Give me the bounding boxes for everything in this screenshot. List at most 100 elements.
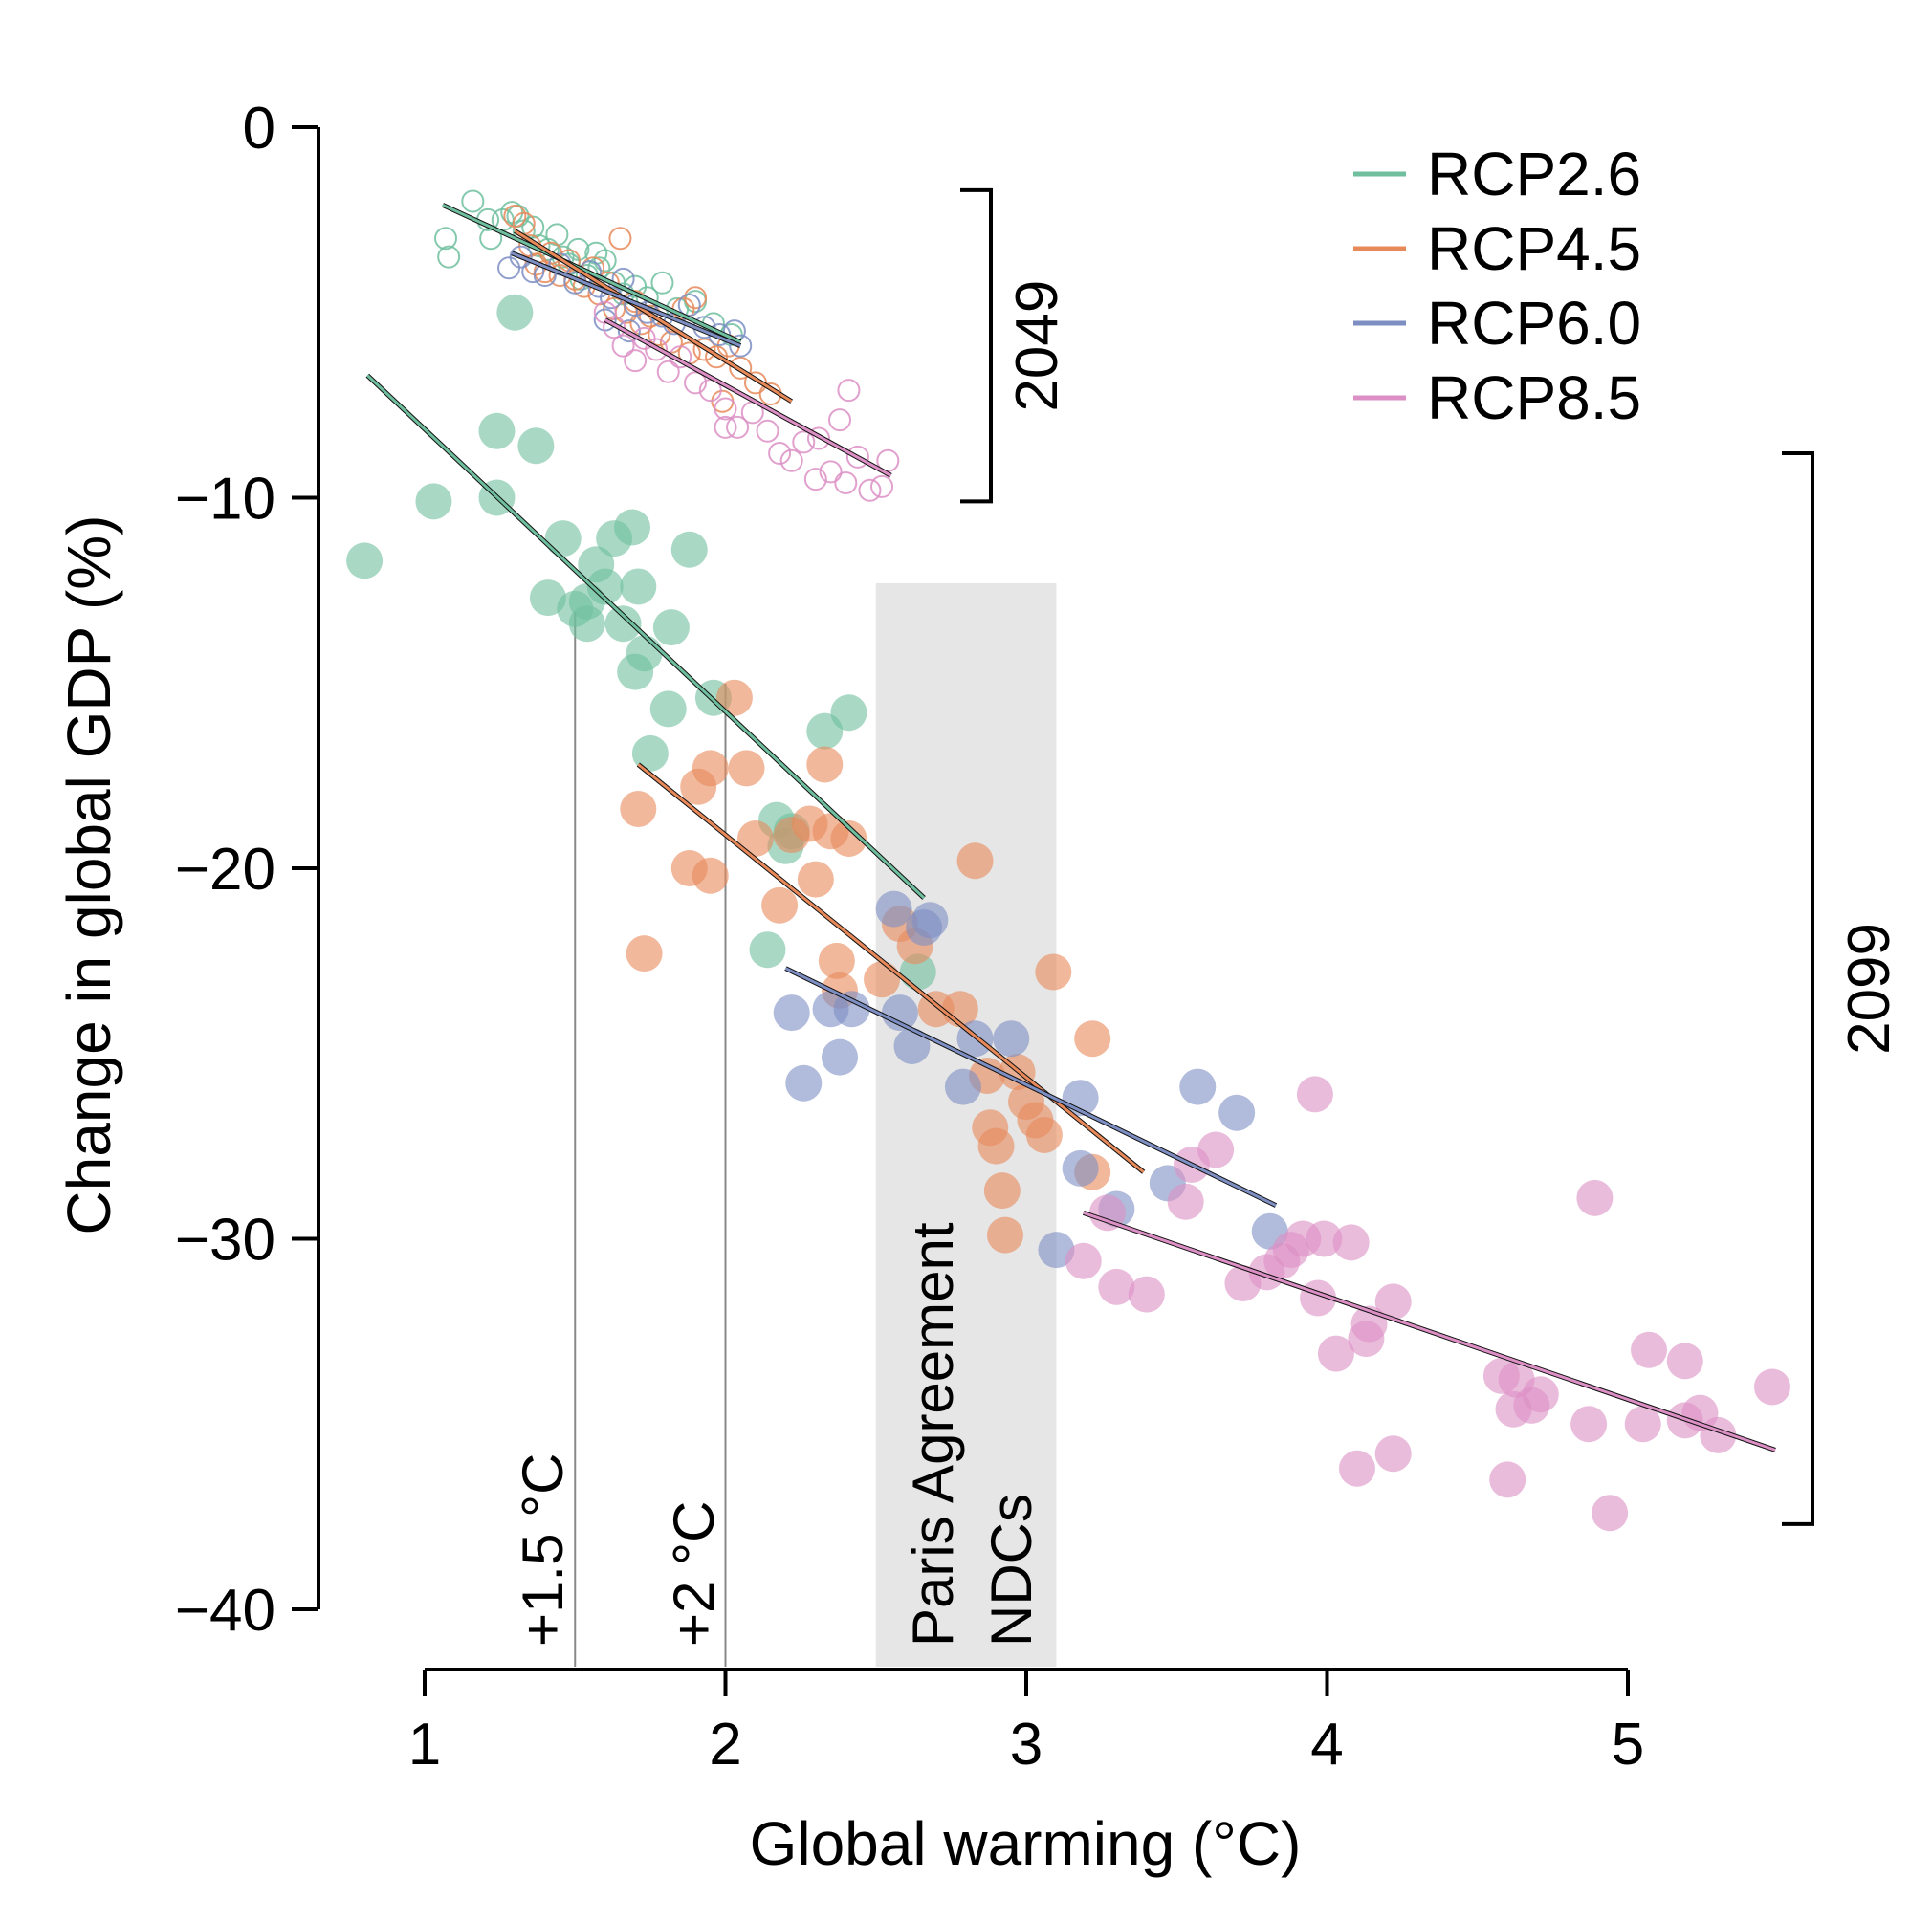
point-2099-rcp60-9: [911, 902, 949, 939]
point-2099-rcp60-18: [1179, 1068, 1217, 1105]
point-2099-rcp85-29: [1576, 1179, 1614, 1216]
point-2099-rcp60-7: [893, 1028, 931, 1064]
point-2099-rcp45-18: [864, 961, 901, 998]
fit-line-2049-rcp45: [514, 229, 793, 404]
point-2049-rcp26-2: [461, 189, 485, 213]
point-2049-rcp45-23: [692, 338, 716, 361]
point-2049-rcp85-13: [756, 419, 779, 443]
point-2099-rcp26-12: [586, 568, 624, 605]
point-2049-rcp26-0: [434, 227, 458, 251]
point-2049-rcp85-3: [624, 349, 648, 373]
point-2099-rcp26-14: [604, 605, 642, 643]
point-2099-rcp85-0: [1065, 1242, 1102, 1279]
x-axis: 1 2 3 4 5: [408, 1668, 1644, 1778]
point-2049-rcp45-18: [638, 304, 662, 328]
point-2049-rcp85-22: [870, 474, 894, 498]
point-2099-rcp26-4: [517, 427, 555, 465]
point-2099-rcp85-14: [1306, 1220, 1343, 1257]
legend-label-rcp85: RCP8.5: [1427, 363, 1641, 432]
point-2099-rcp45-33: [1035, 953, 1072, 991]
point-2049-rcp26-1: [437, 245, 461, 269]
point-2099-rcp45-28: [986, 1216, 1023, 1254]
point-2099-rcp85-34: [1666, 1343, 1703, 1380]
axes: 0 −10 −20 −30 −40 1 2 3 4 5: [175, 96, 1644, 1778]
point-2099-rcp45-7: [728, 750, 765, 787]
point-2099-rcp85-6: [1197, 1131, 1235, 1168]
fit-line-2049-rcp60: [511, 251, 741, 348]
point-2049-rcp45-0: [503, 205, 527, 228]
x-tick-label-4: 5: [1612, 1712, 1644, 1778]
fit-line-2099-rcp26: [366, 374, 926, 900]
point-2049-rcp60-20: [729, 334, 753, 358]
bracket-2099-label: 2099: [1836, 923, 1902, 1055]
fit-line-2049-rcp26: [442, 204, 741, 344]
legend-label-rcp60: RCP6.0: [1427, 289, 1641, 358]
point-2049-rcp85-1: [603, 316, 626, 339]
point-2099-rcp45-13: [806, 746, 844, 783]
point-2049-rcp85-24: [828, 408, 852, 432]
point-2099-rcp60-12: [993, 1020, 1030, 1058]
point-2099-rcp45-32: [1025, 1117, 1063, 1153]
legend: RCP2.6 RCP4.5 RCP6.0 RCP8.5: [1353, 140, 1641, 432]
point-2049-rcp85-15: [779, 448, 803, 472]
point-2049-rcp85-18: [819, 460, 843, 484]
legend-label-rcp45: RCP4.5: [1427, 214, 1641, 283]
point-2099-rcp60-19: [1218, 1094, 1256, 1131]
bracket-2049-label: 2049: [1004, 280, 1070, 412]
legend-label-rcp26: RCP2.6: [1427, 140, 1641, 208]
x-tick-label-0: 1: [408, 1712, 441, 1778]
point-2099-rcp26-1: [415, 483, 452, 520]
point-2099-rcp26-18: [626, 635, 663, 672]
point-2099-rcp85-21: [1374, 1435, 1412, 1473]
y-tick-label-0: 0: [243, 96, 275, 162]
point-2049-rcp85-10: [714, 397, 737, 421]
point-2099-rcp45-12: [797, 861, 834, 898]
label-1-5c: +1.5 °C: [511, 1453, 575, 1647]
point-2099-rcp45-26: [977, 1127, 1015, 1165]
point-2099-rcp85-37: [1753, 1368, 1790, 1406]
point-2099-rcp26-16: [620, 568, 657, 605]
point-2099-rcp85-28: [1570, 1406, 1608, 1443]
point-2049-rcp85-5: [645, 338, 669, 361]
point-2049-rcp45-22: [684, 286, 708, 310]
fit-line-2049-rcp85: [604, 318, 892, 477]
point-2049-rcp85-21: [858, 478, 882, 502]
point-2099-rcp85-31: [1631, 1331, 1668, 1368]
point-2099-rcp60-10: [944, 1068, 981, 1105]
point-2049-rcp26-18: [593, 249, 617, 273]
point-2049-rcp85-19: [834, 471, 858, 494]
label-2c: +2 °C: [662, 1501, 726, 1647]
point-2049-rcp85-8: [684, 371, 708, 395]
point-2049-rcp60-1: [509, 245, 533, 269]
point-2049-rcp85-25: [837, 379, 861, 403]
fit-line-2099-rcp45: [637, 763, 1145, 1173]
point-2049-rcp45-14: [608, 227, 632, 251]
point-2049-rcp85-27: [806, 426, 830, 450]
point-2099-rcp26-3: [496, 294, 534, 331]
point-2099-rcp85-32: [1624, 1406, 1661, 1443]
y-axis: 0 −10 −20 −30 −40: [175, 96, 320, 1644]
fits-layer: [365, 203, 1776, 1452]
point-2099-rcp26-0: [346, 542, 384, 579]
point-2049-rcp85-11: [726, 415, 750, 439]
point-2099-rcp60-3: [822, 1038, 859, 1076]
point-2099-rcp26-20: [649, 690, 687, 728]
point-2049-rcp85-26: [714, 415, 737, 439]
point-2099-rcp60-5: [875, 890, 912, 928]
point-2099-rcp85-30: [1592, 1495, 1629, 1532]
point-2049-rcp85-6: [656, 360, 680, 383]
point-2099-rcp60-0: [773, 994, 810, 1032]
point-2099-rcp26-29: [830, 694, 867, 732]
point-2049-rcp85-14: [768, 442, 792, 465]
point-2099-rcp85-27: [1522, 1376, 1559, 1413]
point-2099-rcp85-16: [1332, 1224, 1370, 1261]
y-tick-label-4: −40: [175, 1578, 275, 1644]
point-2099-rcp26-10: [568, 605, 605, 643]
x-tick-label-1: 2: [709, 1712, 741, 1778]
x-tick-label-2: 3: [1010, 1712, 1043, 1778]
point-2099-rcp60-1: [785, 1064, 823, 1102]
y-tick-label-3: −30: [175, 1208, 275, 1274]
point-2099-rcp60-6: [881, 994, 918, 1032]
point-2099-rcp85-12: [1296, 1076, 1333, 1113]
